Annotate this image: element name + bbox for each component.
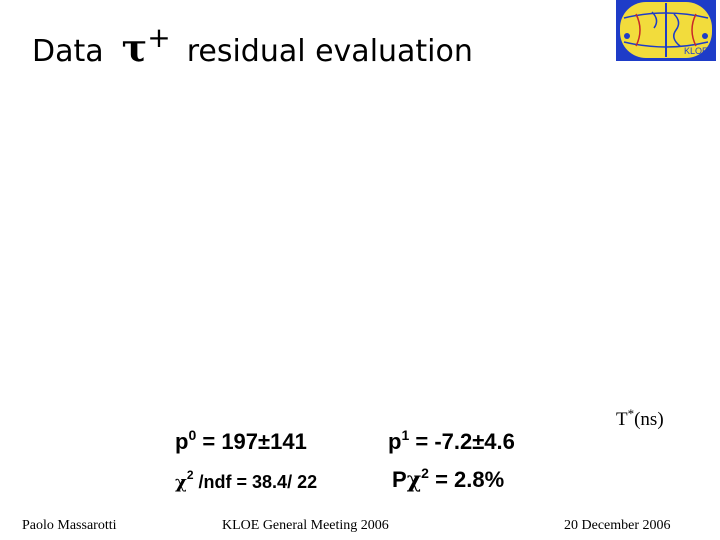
footer-author: Paolo Massarotti [22, 518, 117, 533]
p0-value: = 197±141 [196, 429, 307, 454]
footer-date: 20 December 2006 [564, 518, 671, 533]
axis-label-unit: (ns) [634, 409, 664, 430]
pchi2-chi-symbol: χ [406, 467, 422, 493]
fit-param-p1: p1 = -7.2±4.6 [388, 428, 515, 456]
axis-label-star: * [627, 406, 635, 421]
axis-label-main: T [616, 409, 628, 430]
p1-symbol: p [388, 429, 402, 454]
kloe-logo: KLOE [614, 0, 718, 62]
chi2-power: 2 [186, 468, 194, 482]
pchi2-prefix: P [392, 467, 407, 492]
chi2-value: /ndf = 38.4/ 22 [193, 472, 318, 492]
chi-symbol: χ [175, 472, 187, 493]
p0-symbol: p [175, 429, 189, 454]
pchi2-value: = 2.8% [428, 467, 505, 492]
p0-index: 0 [188, 427, 197, 443]
slide-title: Data τ+ residual evaluation [32, 18, 473, 69]
title-suffix: residual evaluation [186, 34, 473, 69]
footer-event: KLOE General Meeting 2006 [222, 518, 389, 533]
pchi2-power: 2 [421, 465, 429, 481]
kloe-logo-graphic: KLOE [614, 0, 718, 62]
svg-text:KLOE: KLOE [684, 46, 708, 56]
tau-symbol: τ [121, 25, 148, 70]
tau-charge: + [147, 21, 171, 54]
fit-chi2-probability: Pχ2 = 2.8% [392, 466, 504, 494]
title-prefix: Data [32, 34, 104, 69]
x-axis-label: T*(ns) [616, 402, 664, 432]
fit-chi2-ndf: χ2 /ndf = 38.4/ 22 [175, 468, 317, 497]
p1-index: 1 [401, 427, 410, 443]
fit-param-p0: p0 = 197±141 [175, 428, 307, 456]
p1-value: = -7.2±4.6 [409, 429, 515, 454]
